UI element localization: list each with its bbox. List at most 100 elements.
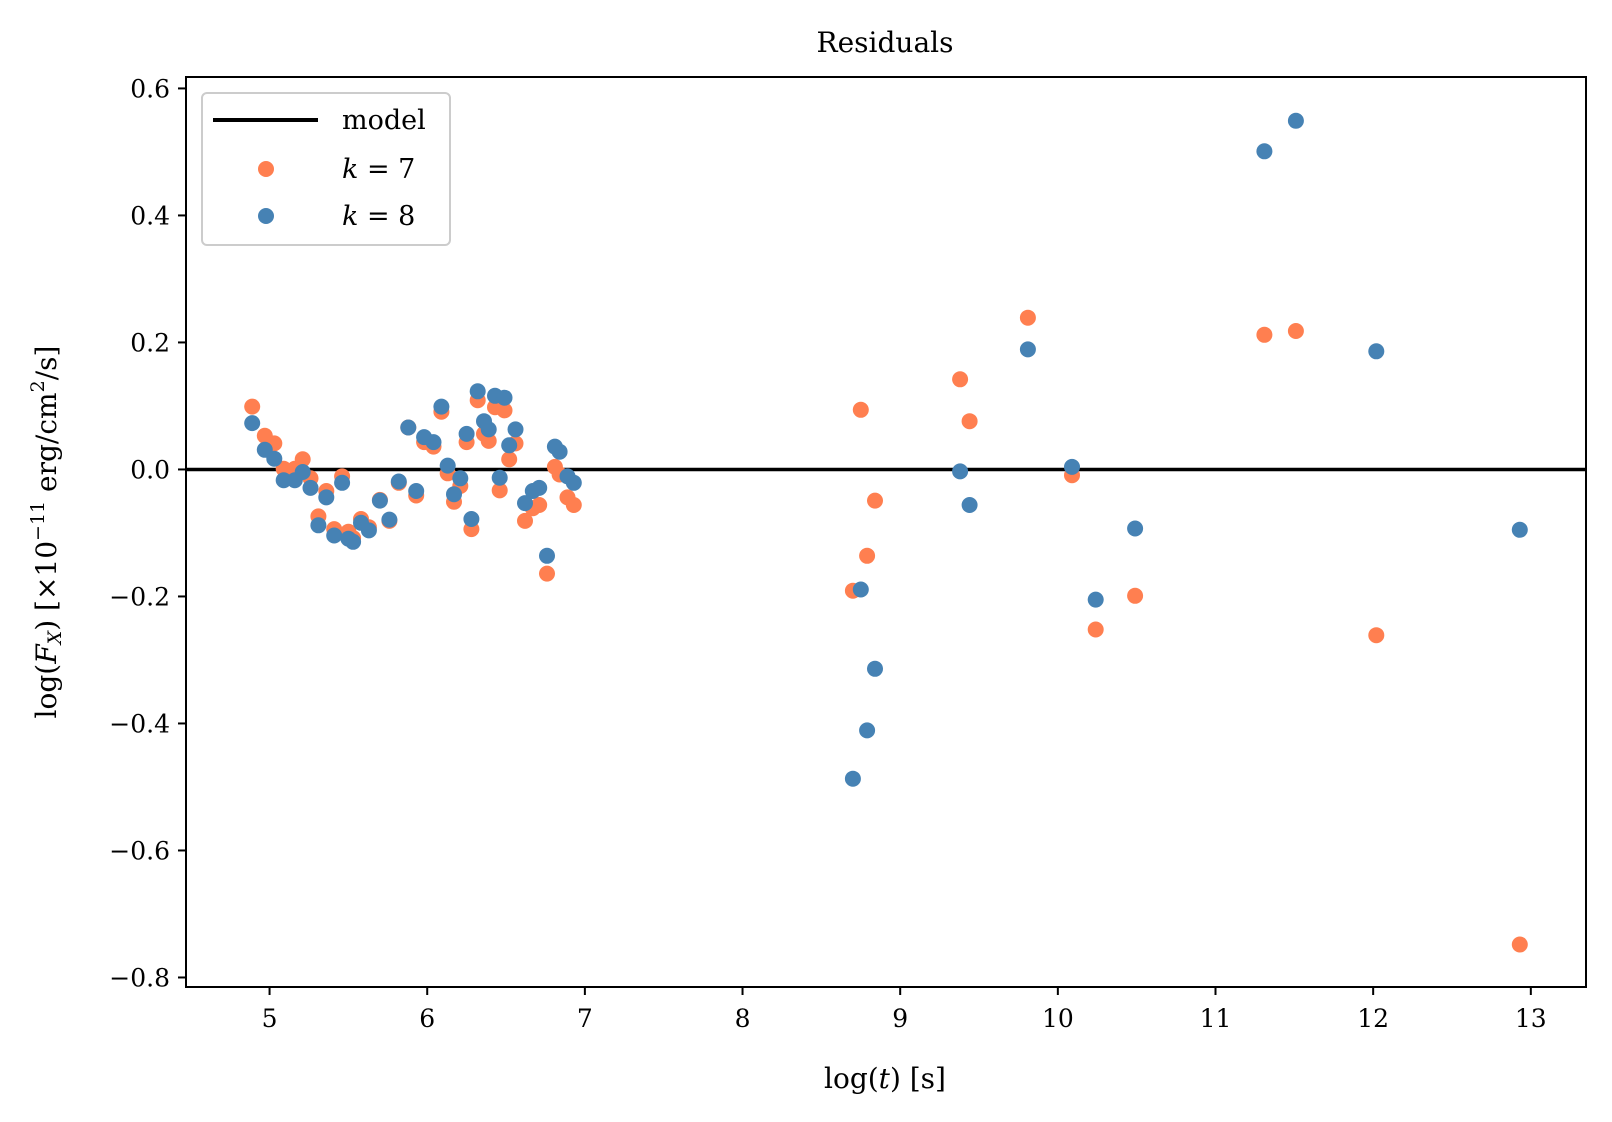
k8-point: [852, 581, 869, 598]
k8-point: [452, 470, 469, 487]
k8-point: [310, 517, 327, 534]
k8-point: [1287, 112, 1304, 129]
k8-point: [334, 474, 351, 491]
k8-point: [345, 533, 362, 550]
x-tick-label: 12: [1357, 1004, 1389, 1033]
k7-point: [859, 547, 876, 564]
legend-k7-label: k = 7: [342, 154, 415, 185]
k8-point: [501, 437, 518, 454]
k7-point: [1087, 621, 1104, 638]
k8-point: [433, 398, 450, 415]
k7-point: [539, 565, 555, 582]
k8-point: [371, 492, 388, 509]
x-tick-label: 11: [1200, 1004, 1232, 1033]
legend-k7-marker: [258, 161, 274, 177]
x-tick-label: 9: [892, 1004, 908, 1033]
k7-point: [1256, 326, 1273, 343]
k8-point: [531, 479, 548, 496]
k8-point: [491, 469, 508, 486]
k8-point: [381, 511, 398, 528]
k8-point: [859, 722, 876, 739]
x-tick-label: 7: [577, 1004, 593, 1033]
k8-point: [551, 443, 568, 460]
x-tick-label: 8: [735, 1004, 751, 1033]
chart-title: Residuals: [817, 26, 954, 59]
k7-point: [275, 460, 292, 477]
y-tick-label: 0.6: [130, 74, 170, 103]
k8-point: [496, 389, 513, 406]
k7-point: [496, 402, 513, 419]
y-axis-label: log(FX) [×10−11 erg/cm2/s]: [27, 346, 66, 719]
k7-point: [867, 492, 883, 509]
k8-point: [275, 472, 292, 489]
k8-point: [469, 383, 486, 400]
y-tick-label: −0.2: [109, 582, 170, 611]
data-points: [244, 112, 1528, 953]
k8-point: [266, 450, 283, 467]
k7-point: [961, 413, 978, 430]
k7-point: [294, 451, 311, 468]
k7-point: [1019, 309, 1036, 326]
k7-point: [952, 371, 969, 388]
k7-point: [531, 497, 548, 513]
k8-point: [1368, 343, 1385, 360]
k8-point: [390, 473, 407, 490]
k8-point: [867, 660, 883, 677]
legend-model-label: model: [342, 105, 426, 136]
k8-point: [326, 527, 343, 544]
y-axis-ticks: 0.6 0.4 0.2 0.0 −0.2 −0.4 −0.6 −0.8: [109, 74, 186, 992]
k8-point: [952, 463, 969, 480]
k8-point: [446, 486, 462, 503]
legend-k8-marker: [258, 208, 274, 224]
k7-point: [491, 482, 508, 499]
y-tick-label: 0.0: [130, 455, 170, 484]
k8-point: [565, 474, 582, 491]
k7-point: [565, 497, 582, 513]
k8-point: [244, 415, 261, 432]
legend-box: [201, 92, 451, 246]
k8-point: [507, 421, 524, 438]
k7-point: [480, 432, 497, 449]
k7-point: [517, 512, 533, 529]
k8-point: [1064, 458, 1080, 475]
k8-point: [439, 457, 456, 474]
y-tick-label: −0.4: [109, 709, 170, 738]
k8-point: [360, 522, 377, 539]
k7-point: [852, 401, 869, 418]
x-tick-label: 13: [1515, 1004, 1547, 1033]
k7-point: [1511, 936, 1528, 953]
k7-point: [1368, 627, 1385, 644]
k8-point: [1019, 341, 1036, 358]
y-tick-label: 0.2: [130, 328, 170, 357]
y-tick-label: −0.8: [109, 963, 170, 992]
k8-point: [517, 495, 533, 512]
k8-point: [458, 425, 475, 442]
y-tick-label: 0.4: [130, 201, 170, 230]
k8-point: [318, 489, 335, 506]
k8-point: [1127, 520, 1144, 537]
k8-point: [408, 483, 425, 499]
k8-point: [480, 421, 497, 438]
k8-point: [302, 479, 319, 496]
x-tick-label: 5: [262, 1004, 278, 1033]
k7-point: [1287, 323, 1304, 339]
k8-point: [400, 419, 417, 436]
k8-point: [425, 434, 442, 451]
legend: model k = 7 k = 8: [201, 92, 451, 246]
k7-point: [244, 398, 261, 415]
k8-point: [961, 497, 978, 513]
k8-point: [1511, 521, 1528, 538]
k8-point: [539, 547, 555, 564]
k8-point: [463, 511, 480, 527]
k8-point: [1256, 143, 1273, 160]
k8-point: [844, 770, 861, 787]
legend-k8-label: k = 8: [342, 201, 415, 232]
x-axis-ticks: 5 6 7 8 9 10 11 12 13: [262, 987, 1547, 1033]
k8-point: [1087, 591, 1104, 608]
k7-point: [1127, 587, 1144, 604]
x-tick-label: 10: [1042, 1004, 1074, 1033]
plot-frame: [185, 76, 1587, 988]
k7-point: [501, 451, 518, 468]
x-tick-label: 6: [419, 1004, 435, 1033]
